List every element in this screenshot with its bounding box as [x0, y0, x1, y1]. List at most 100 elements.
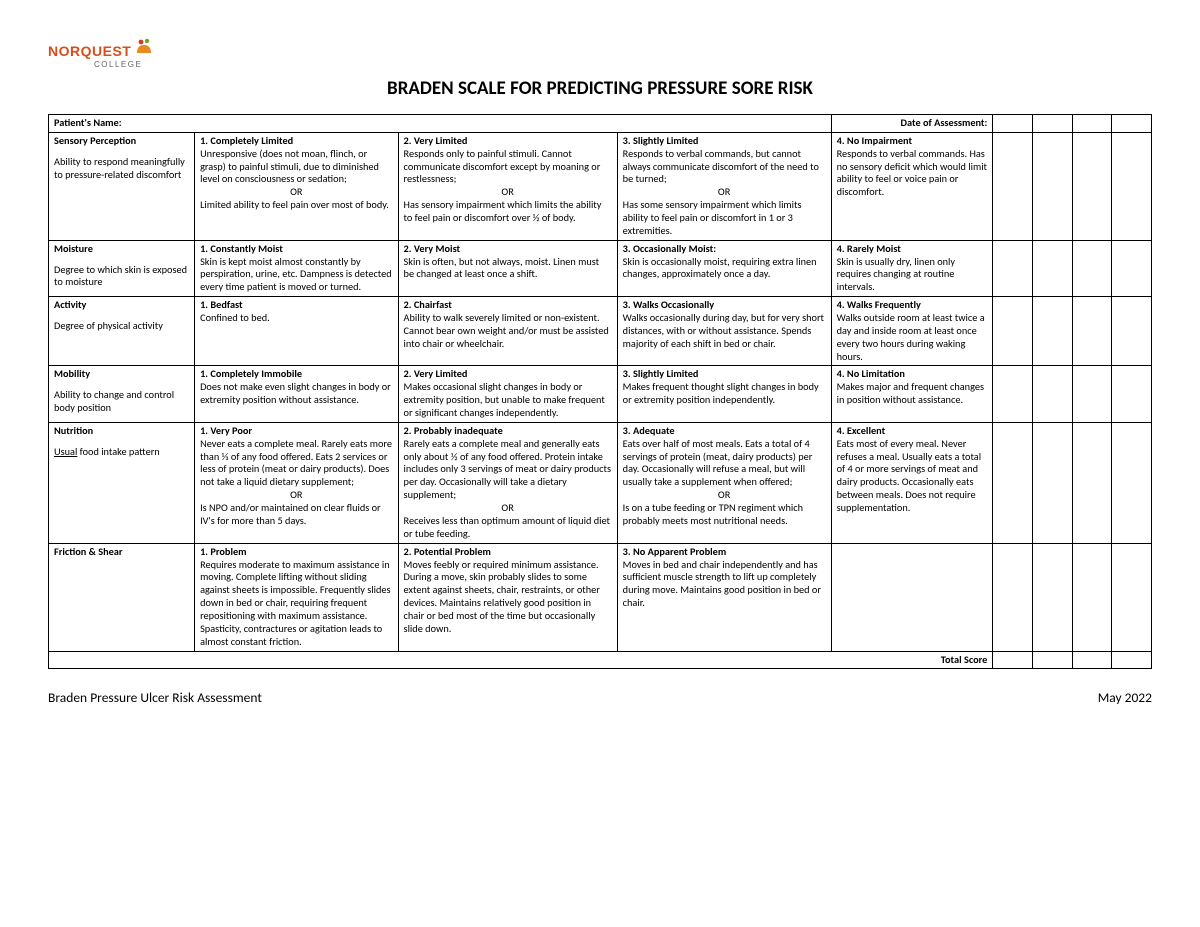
date-col-2[interactable]: [1032, 115, 1072, 133]
lvl-body: Moves feebly or required minimum assista…: [404, 558, 600, 635]
lvl-title: 2. Very Moist: [404, 242, 461, 255]
lvl-body: Skin is occasionally moist, requiring ex…: [623, 255, 817, 281]
lvl-title: 3. Occasionally Moist:: [623, 242, 716, 255]
score-cell[interactable]: [1072, 543, 1112, 651]
lvl-body: Responds to verbal commands. Has no sens…: [837, 147, 987, 199]
lvl-body: Skin is usually dry, linen only requires…: [837, 255, 955, 294]
footer-left: Braden Pressure Ulcer Risk Assessment: [48, 689, 262, 706]
score-cell[interactable]: [1032, 366, 1072, 422]
lvl-body: Skin is often, but not always, moist. Li…: [404, 255, 600, 281]
date-col-1[interactable]: [993, 115, 1033, 133]
score-cell[interactable]: [1072, 240, 1112, 296]
footer: Braden Pressure Ulcer Risk Assessment Ma…: [48, 689, 1152, 706]
lvl-title: 3. Slightly Limited: [623, 134, 699, 147]
lvl-body: Has sensory impairment which limits the …: [404, 198, 602, 224]
row-sensory: Sensory Perception Ability to respond me…: [49, 132, 1152, 240]
cat-title: Moisture: [54, 242, 93, 255]
patient-name-label: Patient's Name:: [49, 115, 832, 133]
cat-desc-rest: food intake pattern: [77, 445, 159, 458]
lvl-title: 1. Bedfast: [200, 298, 243, 311]
lvl-title: 1. Constantly Moist: [200, 242, 283, 255]
cat-title: Nutrition: [54, 424, 93, 437]
lvl-title: 2. Potential Problem: [404, 545, 491, 558]
total-label: Total Score: [49, 651, 993, 669]
score-cell[interactable]: [1032, 297, 1072, 366]
lvl-body: Has some sensory impairment which limits…: [623, 198, 802, 237]
lvl-body: Rarely eats a complete meal and generall…: [404, 437, 611, 501]
lvl-body: Unresponsive (does not moan, flinch, or …: [200, 147, 379, 186]
lvl-body: Eats most of every meal. Never refuses a…: [837, 437, 982, 514]
cat-title: Activity: [54, 298, 86, 311]
cat-title: Friction & Shear: [54, 545, 123, 558]
cat-desc-underline: Usual: [54, 445, 77, 458]
score-cell[interactable]: [1032, 132, 1072, 240]
logo-mark-icon: [135, 37, 153, 59]
lvl-title: 1. Completely Limited: [200, 134, 293, 147]
date-label: Date of Assessment:: [831, 115, 993, 133]
lvl-body: Eats over half of most meals. Eats a tot…: [623, 437, 813, 489]
lvl-title: 4. No Limitation: [837, 367, 905, 380]
logo: NORQUEST COLLEGE: [48, 40, 1152, 69]
footer-right: May 2022: [1098, 689, 1152, 706]
score-cell[interactable]: [1072, 366, 1112, 422]
lvl-title: 1. Problem: [200, 545, 246, 558]
lvl-body: Moves in bed and chair independently and…: [623, 558, 821, 610]
row-mobility: Mobility Ability to change and control b…: [49, 366, 1152, 422]
total-cell[interactable]: [1112, 651, 1152, 669]
cat-title: Mobility: [54, 367, 90, 380]
logo-brand: NORQUEST: [48, 43, 131, 59]
lvl-title: 2. Probably inadequate: [404, 424, 503, 437]
total-cell[interactable]: [1032, 651, 1072, 669]
date-col-3[interactable]: [1072, 115, 1112, 133]
lvl-body: Responds to verbal commands, but cannot …: [623, 147, 819, 186]
lvl-body: Responds only to painful stimuli. Cannot…: [404, 147, 601, 186]
score-cell[interactable]: [1032, 543, 1072, 651]
lvl-title: 4. No Impairment: [837, 134, 912, 147]
braden-table: Patient's Name: Date of Assessment: Sens…: [48, 114, 1152, 669]
lvl-body: Limited ability to feel pain over most o…: [200, 198, 389, 211]
cat-desc: Ability to respond meaningfully to press…: [54, 156, 189, 182]
score-cell[interactable]: [1112, 366, 1152, 422]
lvl-body: Makes major and frequent changes in posi…: [837, 380, 984, 406]
score-cell[interactable]: [993, 366, 1033, 422]
score-cell[interactable]: [1072, 297, 1112, 366]
score-cell[interactable]: [1112, 543, 1152, 651]
lvl-title: 2. Very Limited: [404, 367, 468, 380]
cat-title: Sensory Perception: [54, 134, 136, 147]
lvl-title: 2. Chairfast: [404, 298, 452, 311]
cat-desc: Ability to change and control body posit…: [54, 389, 189, 415]
total-cell[interactable]: [1072, 651, 1112, 669]
score-cell[interactable]: [1112, 422, 1152, 543]
score-cell[interactable]: [1112, 132, 1152, 240]
lvl-body: Makes occasional slight changes in body …: [404, 380, 605, 419]
row-nutrition: Nutrition Usual food intake pattern 1. V…: [49, 422, 1152, 543]
lvl-title: 4. Rarely Moist: [837, 242, 901, 255]
score-cell[interactable]: [993, 240, 1033, 296]
row-friction: Friction & Shear 1. ProblemRequires mode…: [49, 543, 1152, 651]
score-cell[interactable]: [1112, 297, 1152, 366]
score-cell[interactable]: [993, 132, 1033, 240]
lvl-title: 3. Adequate: [623, 424, 675, 437]
cat-desc: Degree of physical activity: [54, 320, 189, 333]
cat-desc: Usual food intake pattern: [54, 446, 189, 459]
date-col-4[interactable]: [1112, 115, 1152, 133]
score-cell[interactable]: [993, 543, 1033, 651]
total-cell[interactable]: [993, 651, 1033, 669]
lvl-body: Does not make even slight changes in bod…: [200, 380, 391, 406]
lvl-body: Is on a tube feeding or TPN regiment whi…: [623, 501, 803, 527]
score-cell[interactable]: [1112, 240, 1152, 296]
score-cell[interactable]: [1072, 422, 1112, 543]
lvl-body: Skin is kept moist almost constantly by …: [200, 255, 392, 294]
score-cell[interactable]: [1032, 422, 1072, 543]
score-cell[interactable]: [993, 297, 1033, 366]
lvl-title: 3. Walks Occasionally: [623, 298, 714, 311]
lvl-body: Receives less than optimum amount of liq…: [404, 514, 610, 540]
lvl-body: Walks outside room at least twice a day …: [837, 311, 985, 363]
lvl-body: Is NPO and/or maintained on clear fluids…: [200, 501, 381, 527]
lvl-body: Makes frequent thought slight changes in…: [623, 380, 819, 406]
score-cell[interactable]: [1032, 240, 1072, 296]
score-cell[interactable]: [1072, 132, 1112, 240]
lvl-title: 4. Walks Frequently: [837, 298, 921, 311]
lvl-body: Confined to bed.: [200, 311, 270, 324]
score-cell[interactable]: [993, 422, 1033, 543]
